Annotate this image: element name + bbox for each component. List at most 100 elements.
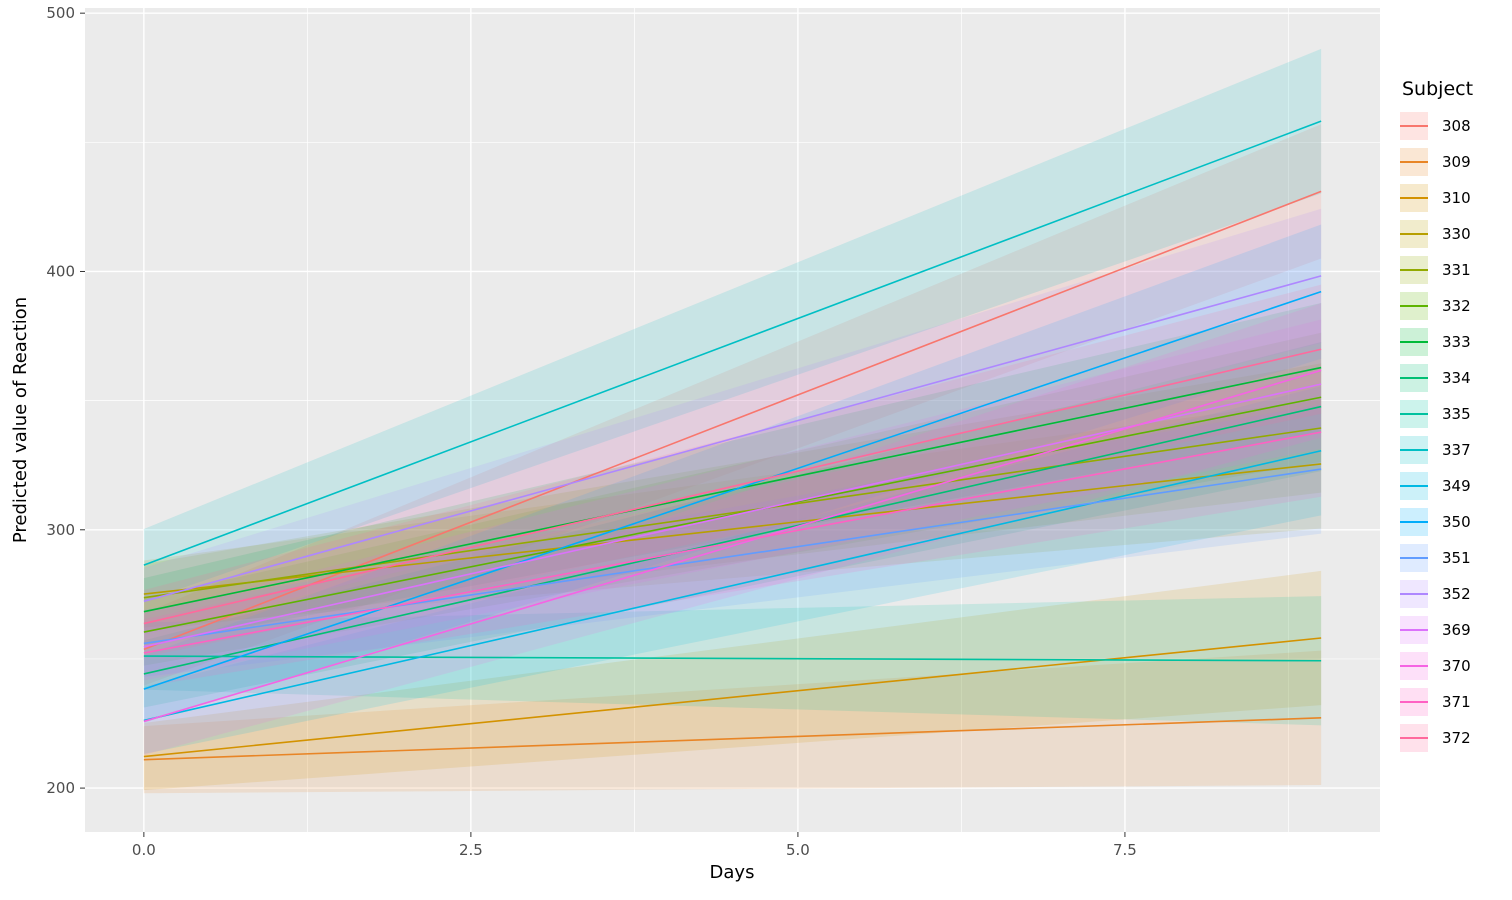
legend-entry-333: 333 (1400, 328, 1510, 356)
legend-key-line (1400, 305, 1428, 307)
legend-entry-335: 335 (1400, 400, 1510, 428)
x-axis-title: Days (710, 862, 755, 883)
legend-key-swatch (1400, 220, 1428, 248)
series-line-331 (143, 427, 1322, 599)
legend-label: 332 (1442, 297, 1471, 315)
x-tick-label: 0.0 (132, 841, 156, 859)
legend-entry-309: 309 (1400, 148, 1510, 176)
x-tick-label: 5.0 (786, 841, 810, 859)
series-line-337 (143, 120, 1322, 566)
legend-entries: 308 309 310 330 331 332 333 334 335 337 349 350 351 3… (1400, 112, 1510, 752)
legend-entry-351: 351 (1400, 544, 1510, 572)
series-ribbon-335 (143, 596, 1322, 726)
legend-key-swatch (1400, 400, 1428, 428)
legend-entry-370: 370 (1400, 652, 1510, 680)
series-line-351 (143, 468, 1322, 645)
legend-key-swatch (1400, 688, 1428, 716)
legend-key-swatch (1400, 436, 1428, 464)
legend-label: 310 (1442, 189, 1471, 207)
legend-key-line (1400, 413, 1428, 415)
legend-key-swatch (1400, 112, 1428, 140)
legend-key-line (1400, 701, 1428, 703)
legend-key-swatch (1400, 328, 1428, 356)
panel: 0.0 2.5 5.0 7.5 200 300 400 500 (46, 4, 1380, 859)
legend-key-swatch (1400, 364, 1428, 392)
legend-entry-352: 352 (1400, 580, 1510, 608)
series-ribbon-309 (143, 650, 1322, 794)
series-line-310 (143, 637, 1322, 758)
series-line-309 (143, 717, 1322, 761)
series-ribbon-352 (143, 208, 1322, 635)
y-tick-label: 500 (46, 4, 75, 22)
legend-key-swatch (1400, 724, 1428, 752)
legend-label: 331 (1442, 261, 1471, 279)
x-tick-label: 7.5 (1113, 841, 1137, 859)
legend-key-swatch (1400, 292, 1428, 320)
legend-entry-349: 349 (1400, 472, 1510, 500)
series-line-352 (143, 275, 1322, 603)
legend-key-swatch (1400, 184, 1428, 212)
legend-label: 350 (1442, 513, 1471, 531)
series-ribbon-372 (143, 284, 1322, 658)
series-line-370 (143, 369, 1322, 723)
series-ribbon-332 (143, 332, 1322, 666)
y-tick-label: 200 (46, 779, 75, 797)
legend-label: 308 (1442, 117, 1471, 135)
legend-label: 372 (1442, 729, 1471, 747)
legend-key-line (1400, 161, 1428, 163)
series-line-369 (143, 383, 1322, 648)
series-line-330 (143, 463, 1322, 595)
legend-key-line (1400, 521, 1428, 523)
legend-entry-332: 332 (1400, 292, 1510, 320)
legend-label: 309 (1442, 153, 1471, 171)
legend-entry-308: 308 (1400, 112, 1510, 140)
legend-label: 370 (1442, 657, 1471, 675)
legend-key-swatch (1400, 256, 1428, 284)
legend-title: Subject (1402, 78, 1474, 100)
legend-entry-350: 350 (1400, 508, 1510, 536)
y-tick-label: 300 (46, 521, 75, 539)
legend-key-swatch (1400, 472, 1428, 500)
series-ribbon-331 (143, 363, 1322, 632)
legend-key-line (1400, 449, 1428, 451)
legend-label: 349 (1442, 477, 1471, 495)
legend-key-swatch (1400, 508, 1428, 536)
legend-key-line (1400, 233, 1428, 235)
legend-key-line (1400, 665, 1428, 667)
legend-key-swatch (1400, 652, 1428, 680)
legend-label: 351 (1442, 549, 1471, 567)
legend-label: 335 (1442, 405, 1471, 423)
series-line-371 (143, 431, 1322, 654)
series-ribbon-349 (143, 386, 1322, 754)
series-ribbon-337 (143, 48, 1322, 602)
series-ribbon-308 (143, 124, 1322, 686)
legend-label: 337 (1442, 441, 1471, 459)
legend-entry-372: 372 (1400, 724, 1510, 752)
legend-label: 371 (1442, 693, 1471, 711)
legend-key-line (1400, 377, 1428, 379)
legend-key-swatch (1400, 148, 1428, 176)
legend-key-line (1400, 197, 1428, 199)
legend-entry-371: 371 (1400, 688, 1510, 716)
legend-label: 352 (1442, 585, 1471, 603)
legend-label: 330 (1442, 225, 1471, 243)
legend-key-line (1400, 125, 1428, 127)
legend-key-line (1400, 341, 1428, 343)
legend-key-swatch (1400, 616, 1428, 644)
legend-entry-310: 310 (1400, 184, 1510, 212)
series-line-372 (143, 348, 1322, 625)
legend-key-swatch (1400, 580, 1428, 608)
legend-key-line (1400, 557, 1428, 559)
legend: Subject 308 309 310 330 331 332 333 334 335 337 34… (1400, 78, 1510, 760)
series-ribbon-333 (143, 302, 1322, 646)
legend-entry-369: 369 (1400, 616, 1510, 644)
legend-entry-331: 331 (1400, 256, 1510, 284)
legend-key-line (1400, 593, 1428, 595)
series-line-334 (143, 405, 1322, 675)
legend-entry-337: 337 (1400, 436, 1510, 464)
legend-key-swatch (1400, 544, 1428, 572)
legend-key-line (1400, 629, 1428, 631)
y-tick-label: 400 (46, 262, 75, 280)
